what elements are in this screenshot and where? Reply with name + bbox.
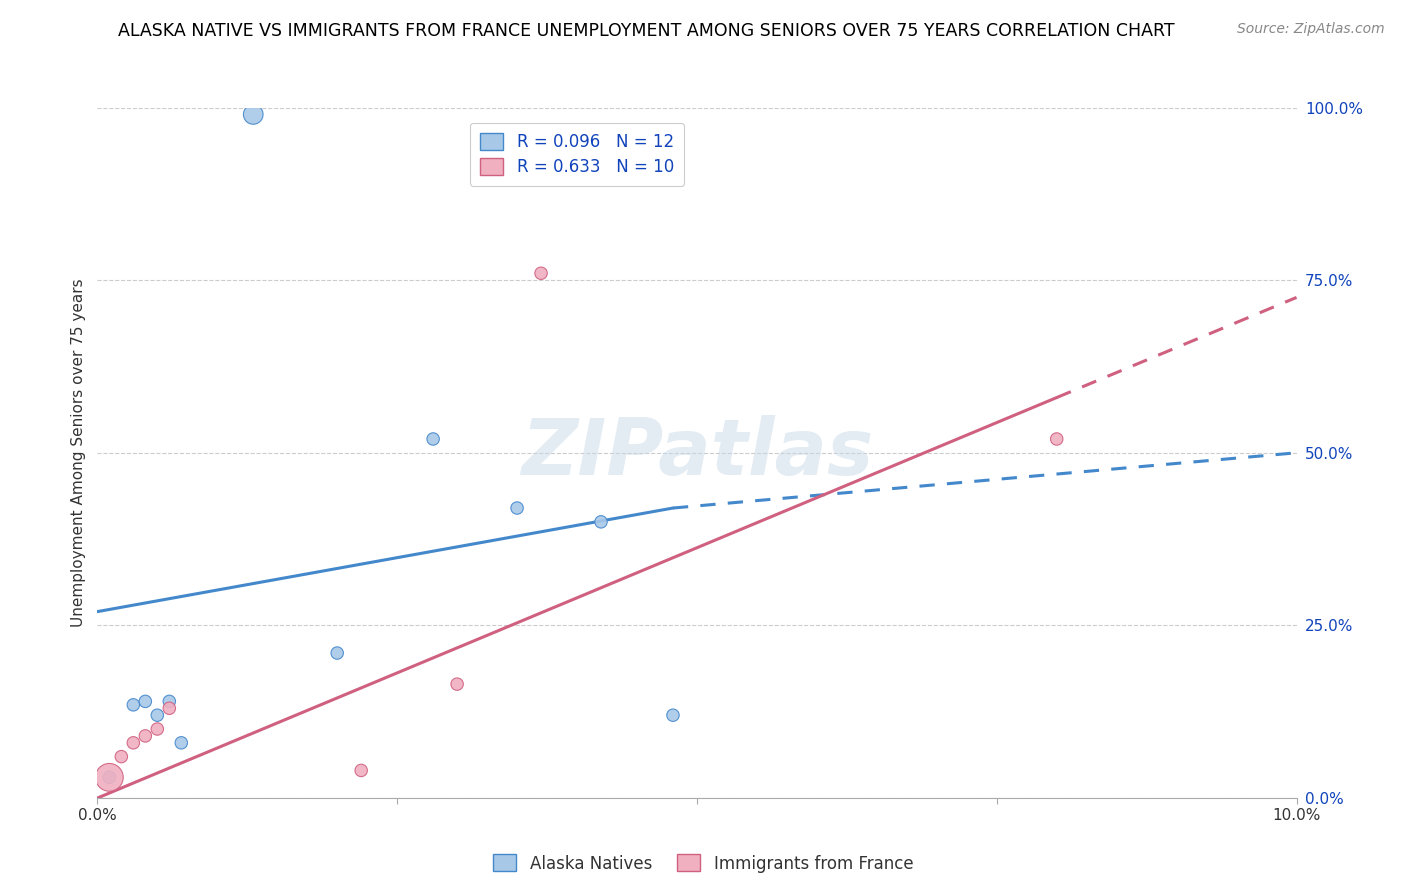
Legend: Alaska Natives, Immigrants from France: Alaska Natives, Immigrants from France xyxy=(486,847,920,880)
Point xyxy=(170,736,193,750)
Point xyxy=(146,722,169,736)
Point xyxy=(146,708,169,723)
Y-axis label: Unemployment Among Seniors over 75 years: Unemployment Among Seniors over 75 years xyxy=(72,278,86,627)
Point xyxy=(122,698,145,712)
Point xyxy=(350,764,373,778)
Point xyxy=(242,107,264,121)
Legend: R = 0.096   N = 12, R = 0.633   N = 10: R = 0.096 N = 12, R = 0.633 N = 10 xyxy=(470,123,683,186)
Point xyxy=(446,677,468,691)
Text: ALASKA NATIVE VS IMMIGRANTS FROM FRANCE UNEMPLOYMENT AMONG SENIORS OVER 75 YEARS: ALASKA NATIVE VS IMMIGRANTS FROM FRANCE … xyxy=(118,22,1175,40)
Text: ZIPatlas: ZIPatlas xyxy=(520,415,873,491)
Point xyxy=(134,729,156,743)
Point xyxy=(98,770,121,784)
Point xyxy=(157,694,180,708)
Point xyxy=(422,432,444,446)
Point xyxy=(98,770,121,784)
Point xyxy=(589,515,612,529)
Text: Source: ZipAtlas.com: Source: ZipAtlas.com xyxy=(1237,22,1385,37)
Point xyxy=(530,266,553,280)
Point xyxy=(157,701,180,715)
Point xyxy=(326,646,349,660)
Point xyxy=(662,708,685,723)
Point xyxy=(506,501,529,516)
Point xyxy=(134,694,156,708)
Point xyxy=(122,736,145,750)
Point xyxy=(1046,432,1069,446)
Point xyxy=(110,749,132,764)
